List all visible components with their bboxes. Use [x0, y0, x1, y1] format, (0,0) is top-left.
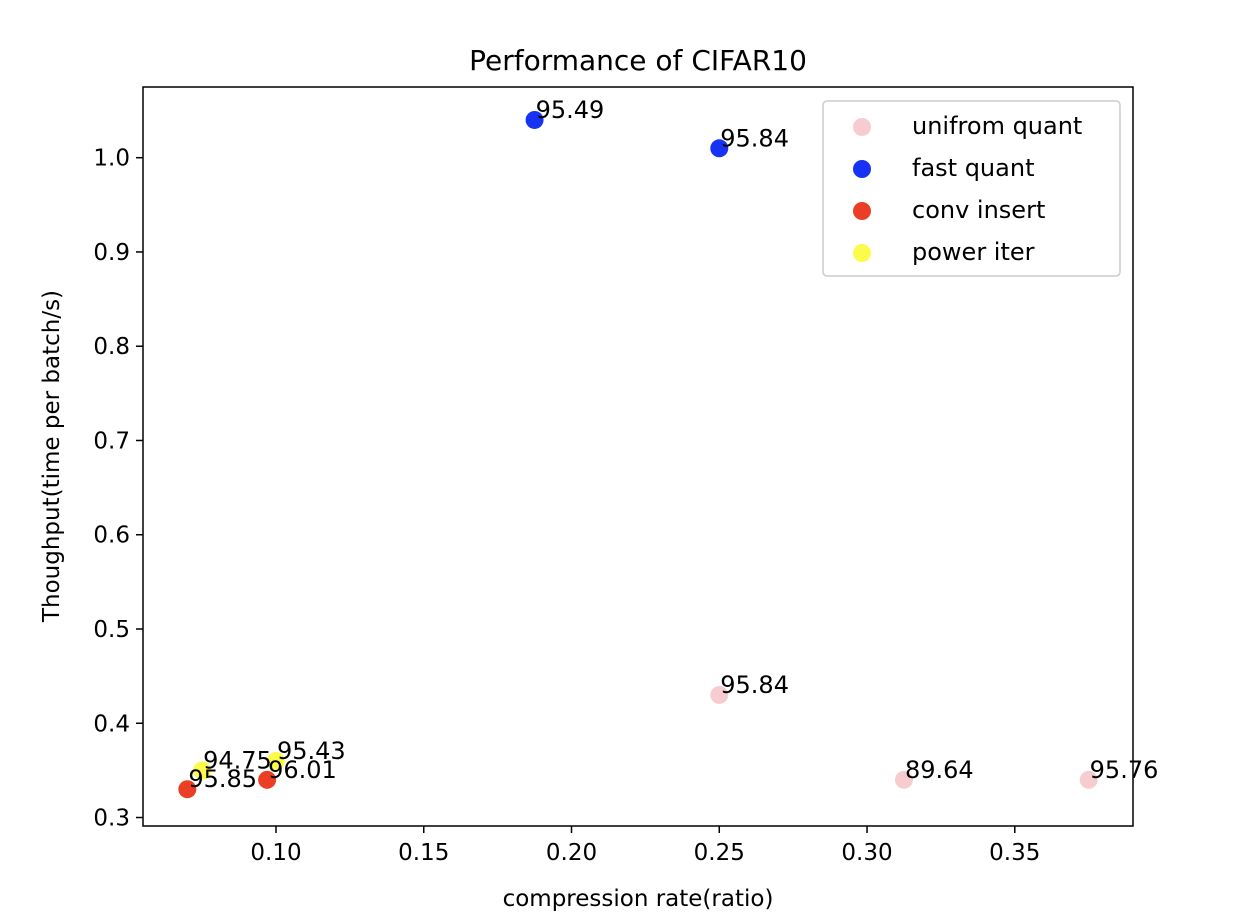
data-point [525, 110, 544, 129]
data-point [710, 685, 729, 704]
data-label: 95.84 [720, 124, 789, 152]
x-tick-label: 0.10 [250, 840, 301, 866]
y-tick-label: 1.0 [93, 146, 130, 172]
x-tick-label: 0.15 [398, 840, 449, 866]
data-point [894, 770, 913, 789]
data-point [710, 139, 729, 158]
legend: unifrom quant fast quant conv insert power … [822, 100, 1121, 277]
x-axis: 0.10 0.15 0.20 0.25 0.30 0.35 [250, 826, 1040, 866]
x-tick-label: 0.20 [546, 840, 597, 866]
data-point [1079, 770, 1098, 789]
data-label: 95.49 [536, 96, 605, 124]
y-tick-label: 0.5 [93, 617, 130, 643]
data-point [266, 751, 285, 770]
data-label: 95.76 [1090, 756, 1159, 784]
data-label: 94.75 [203, 746, 272, 774]
y-tick-label: 0.8 [93, 334, 130, 360]
legend-label: fast quant [912, 154, 1034, 182]
data-labels: 95.84 89.64 95.76 95.49 95.84 95.85 96.0194.75… [188, 96, 1158, 793]
y-tick-label: 0.7 [93, 428, 130, 454]
x-axis-title: compression rate(ratio) [503, 886, 774, 912]
x-tick-label: 0.35 [989, 840, 1040, 866]
data-label: 95.43 [277, 737, 346, 765]
data-points [178, 110, 1098, 799]
data-label: 89.64 [905, 756, 974, 784]
y-tick-label: 0.6 [93, 523, 130, 549]
legend-marker [853, 244, 871, 262]
x-tick-label: 0.30 [841, 840, 892, 866]
data-label: 96.01 [268, 756, 337, 784]
data-point [193, 761, 212, 780]
legend-marker [853, 202, 871, 220]
y-tick-label: 0.4 [93, 711, 130, 737]
chart-title: Performance of CIFAR10 [469, 44, 807, 77]
legend-label: unifrom quant [912, 112, 1082, 140]
y-axis: 0.3 0.4 0.5 0.6 0.7 0.8 0.9 1.0 [93, 146, 143, 832]
legend-label: conv insert [912, 196, 1045, 224]
x-tick-label: 0.25 [694, 840, 745, 866]
data-point [258, 770, 277, 789]
legend-box [822, 100, 1121, 277]
legend-label: power iter [912, 238, 1035, 266]
y-axis-title: Thoughput(time per batch/s) [39, 290, 65, 623]
data-label: 95.84 [720, 671, 789, 699]
data-point [178, 780, 197, 799]
y-tick-label: 0.9 [93, 240, 130, 266]
data-label: 95.85 [188, 765, 257, 793]
legend-marker [853, 160, 871, 178]
y-tick-label: 0.3 [93, 806, 130, 832]
legend-marker [853, 118, 871, 136]
